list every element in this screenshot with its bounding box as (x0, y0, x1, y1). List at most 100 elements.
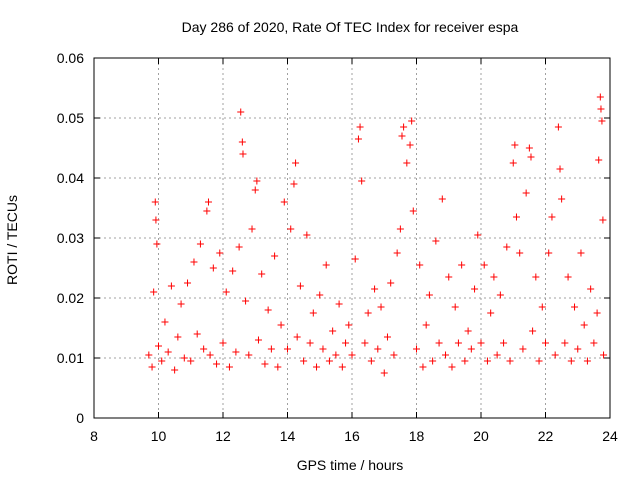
data-point (325, 357, 333, 365)
data-point (316, 291, 324, 299)
data-point (596, 93, 604, 101)
data-point (187, 357, 195, 365)
data-point (483, 357, 491, 365)
data-point (155, 342, 162, 350)
data-point (225, 363, 233, 371)
data-point (538, 303, 546, 311)
data-point (445, 273, 453, 281)
data-point (264, 306, 272, 314)
data-point (329, 327, 337, 335)
data-point (516, 249, 524, 257)
data-point (239, 150, 247, 158)
data-point (229, 267, 237, 275)
data-point (509, 159, 517, 167)
data-point (203, 207, 211, 215)
data-point (554, 123, 562, 131)
data-point (522, 189, 530, 197)
data-point (237, 108, 245, 116)
data-point (277, 321, 285, 329)
data-points (145, 93, 608, 377)
data-point (171, 366, 179, 374)
data-point (284, 345, 291, 353)
data-point (193, 330, 201, 338)
data-point (471, 285, 479, 293)
x-tick-label: 24 (602, 428, 618, 444)
data-point (338, 363, 346, 371)
data-point (542, 339, 549, 347)
x-tick-label: 20 (473, 428, 489, 444)
data-point (274, 363, 282, 371)
x-tick-label: 18 (409, 428, 425, 444)
data-point (458, 261, 466, 269)
data-point (398, 132, 406, 140)
data-point (280, 198, 288, 206)
x-tick-label: 14 (280, 428, 296, 444)
data-point (245, 351, 253, 359)
y-tick-label: 0 (76, 410, 84, 426)
data-point (367, 357, 375, 365)
data-point (593, 309, 601, 317)
data-point (309, 309, 317, 317)
data-point (251, 186, 259, 194)
data-point (151, 198, 159, 206)
data-point (487, 309, 495, 317)
data-point (425, 291, 433, 299)
data-point (490, 273, 498, 281)
data-point (535, 357, 543, 365)
data-point (167, 282, 175, 290)
data-point (213, 360, 221, 368)
data-point (419, 363, 427, 371)
data-point (442, 351, 450, 359)
data-point (587, 285, 595, 293)
data-point (258, 270, 266, 278)
grid-layer (94, 58, 610, 418)
data-point (413, 345, 420, 353)
data-point (158, 357, 166, 365)
data-point (313, 363, 321, 371)
data-point (380, 369, 388, 377)
data-point (519, 345, 527, 353)
data-point (150, 288, 158, 296)
data-point (577, 249, 585, 257)
x-tick-labels: 8 10 12 14 16 18 20 22 24 (90, 428, 618, 444)
data-point (480, 261, 488, 269)
data-point (583, 357, 591, 365)
data-point (512, 213, 520, 221)
y-tick-label: 0.01 (57, 350, 84, 366)
data-point (164, 348, 172, 356)
data-point (184, 279, 192, 287)
data-point (590, 339, 598, 347)
data-point (600, 351, 608, 359)
data-point (467, 345, 475, 353)
data-point (322, 261, 330, 269)
data-point (235, 243, 243, 251)
data-point (461, 357, 469, 365)
data-point (545, 249, 553, 257)
data-point (254, 336, 262, 344)
data-point (248, 225, 256, 233)
data-point (153, 240, 161, 248)
y-axis-label: ROTI / TECUs (4, 195, 20, 285)
data-point (408, 117, 416, 125)
data-point (361, 339, 369, 347)
data-point (332, 351, 340, 359)
data-point (383, 333, 391, 341)
data-point (319, 345, 327, 353)
data-point (152, 216, 160, 224)
data-point (548, 213, 556, 221)
data-point (351, 255, 359, 263)
data-point (232, 348, 240, 356)
data-point (595, 156, 603, 164)
data-point (435, 339, 443, 347)
data-point (432, 237, 440, 245)
data-point (477, 339, 485, 347)
data-point (429, 357, 437, 365)
data-point (219, 339, 227, 347)
data-point (335, 300, 343, 308)
data-point (580, 321, 588, 329)
data-point (599, 216, 607, 224)
data-point (371, 285, 379, 293)
data-point (377, 303, 385, 311)
data-point (525, 144, 533, 152)
